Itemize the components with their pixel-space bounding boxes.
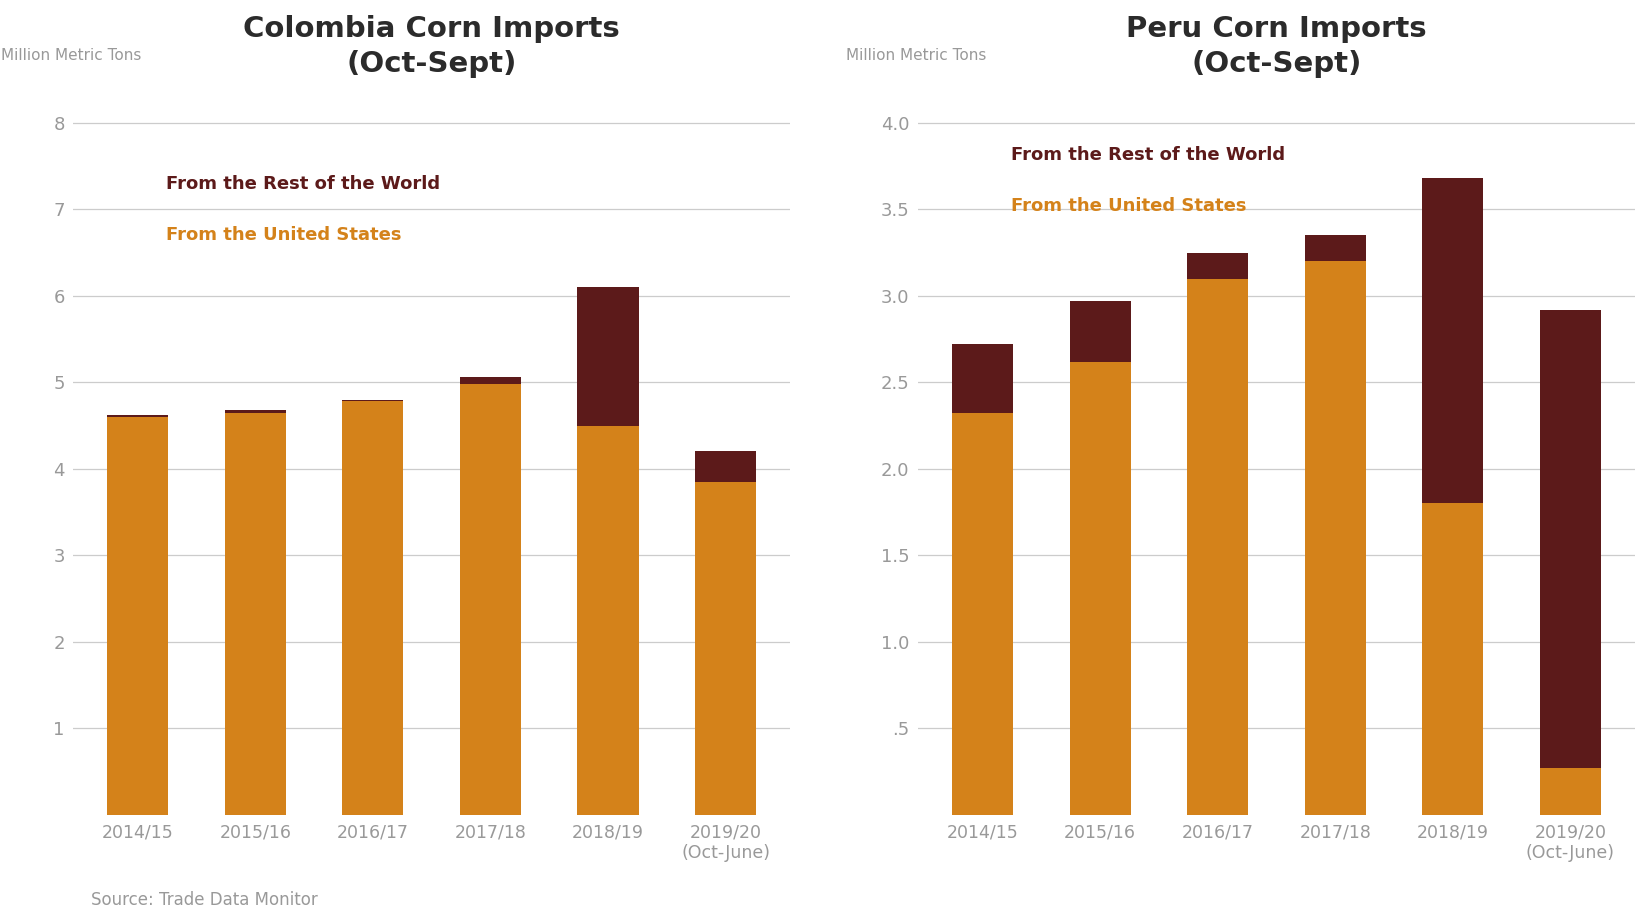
Bar (460, 384, 521, 815)
Text: From the United States: From the United States (167, 226, 403, 245)
Bar (1539, 768, 1600, 815)
Bar (1422, 178, 1483, 503)
Bar (1069, 362, 1130, 815)
Bar (107, 417, 168, 815)
Text: From the Rest of the World: From the Rest of the World (1011, 147, 1285, 164)
Title: Colombia Corn Imports
(Oct-Sept): Colombia Corn Imports (Oct-Sept) (243, 15, 620, 78)
Text: Million Metric Tons: Million Metric Tons (846, 48, 987, 63)
Bar (1186, 279, 1247, 815)
Bar (695, 482, 756, 815)
Bar (1069, 301, 1130, 362)
Bar (1305, 261, 1366, 815)
Bar (107, 415, 168, 417)
Bar (1422, 503, 1483, 815)
Bar (224, 413, 285, 815)
Text: From the Rest of the World: From the Rest of the World (167, 175, 441, 194)
Bar (952, 414, 1013, 815)
Text: Source: Trade Data Monitor: Source: Trade Data Monitor (91, 891, 317, 909)
Bar (1539, 309, 1600, 768)
Bar (578, 426, 639, 815)
Bar (460, 378, 521, 384)
Bar (224, 410, 285, 413)
Title: Peru Corn Imports
(Oct-Sept): Peru Corn Imports (Oct-Sept) (1125, 15, 1427, 78)
Text: Million Metric Tons: Million Metric Tons (2, 48, 142, 63)
Bar (695, 451, 756, 482)
Bar (1186, 253, 1247, 279)
Bar (1305, 235, 1366, 261)
Bar (952, 344, 1013, 414)
Bar (578, 287, 639, 426)
Bar (342, 402, 404, 815)
Bar (342, 400, 404, 402)
Text: From the United States: From the United States (1011, 198, 1247, 215)
